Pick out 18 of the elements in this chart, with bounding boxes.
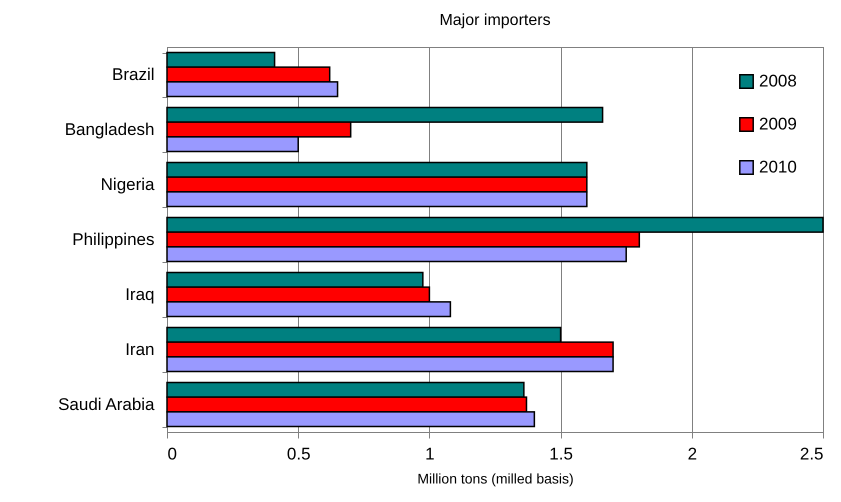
x-tick-label: 1	[425, 444, 435, 464]
legend-label: 2008	[759, 72, 797, 90]
y-tick-label: Bangladesh	[64, 120, 154, 139]
chart-title: Major importers	[439, 12, 551, 29]
y-tick-label: Nigeria	[100, 175, 156, 194]
legend-label: 2010	[759, 158, 797, 176]
legend-label: 2009	[759, 114, 797, 134]
x-tick-label: 0.5	[286, 444, 311, 464]
x-axis-title: Million tons (milled basis)	[417, 470, 574, 486]
y-tick-label: Iran	[125, 340, 154, 359]
y-tick-label: Philippines	[72, 230, 154, 249]
y-tick-label: Brazil	[112, 65, 154, 84]
x-tick-label: 2.5	[800, 444, 824, 464]
y-tick-label: Iraq	[125, 285, 154, 304]
x-tick-label: 0	[168, 444, 177, 464]
y-tick-label: Saudi Arabia	[58, 395, 156, 414]
x-tick-label: 1.5	[549, 444, 573, 464]
x-tick-label: 2	[688, 444, 698, 464]
